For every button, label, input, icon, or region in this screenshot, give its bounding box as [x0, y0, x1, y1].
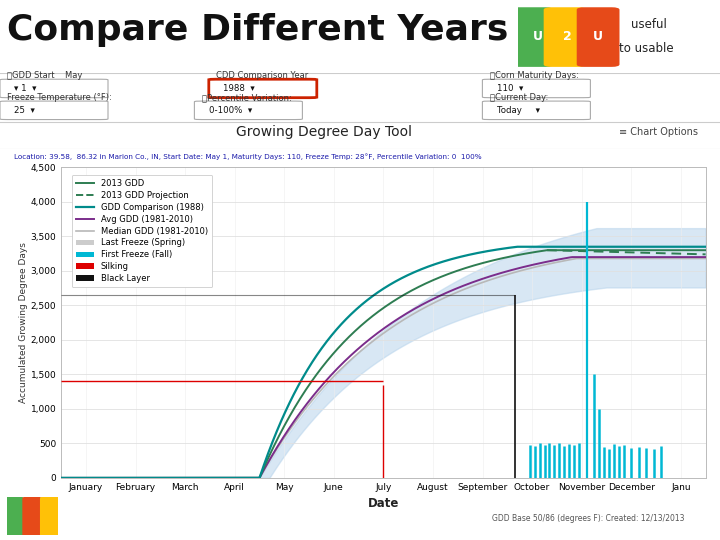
Text: ≡ Chart Options: ≡ Chart Options: [619, 127, 698, 137]
Text: Compare Different Years: Compare Different Years: [7, 13, 508, 47]
Text: U: U: [593, 30, 603, 43]
Text: 2: 2: [562, 30, 572, 43]
FancyBboxPatch shape: [194, 101, 302, 119]
FancyBboxPatch shape: [482, 101, 590, 119]
Text: to usable: to usable: [619, 42, 674, 56]
Text: ▾ 1  ▾: ▾ 1 ▾: [14, 84, 37, 93]
X-axis label: Date: Date: [368, 497, 399, 510]
Text: U: U: [533, 30, 543, 43]
FancyBboxPatch shape: [22, 497, 42, 537]
Text: GDD Base 50/86 (degrees F): Created: 12/13/2013: GDD Base 50/86 (degrees F): Created: 12/…: [492, 514, 684, 523]
FancyBboxPatch shape: [0, 79, 108, 98]
FancyBboxPatch shape: [40, 497, 59, 537]
Text: ⓘCorn Maturity Days:: ⓘCorn Maturity Days:: [490, 71, 578, 80]
Text: 0-100%  ▾: 0-100% ▾: [209, 106, 252, 115]
Text: 1988  ▾: 1988 ▾: [223, 84, 255, 93]
Legend: 2013 GDD, 2013 GDD Projection, GDD Comparison (1988), Avg GDD (1981-2010), Media: 2013 GDD, 2013 GDD Projection, GDD Compa…: [72, 174, 212, 287]
Text: ⓘCurrent Day:: ⓘCurrent Day:: [490, 93, 548, 102]
FancyBboxPatch shape: [0, 101, 108, 119]
Text: ⓘPercentile Variation:: ⓘPercentile Variation:: [202, 93, 292, 102]
Text: Growing Degree Day Tool: Growing Degree Day Tool: [236, 125, 412, 139]
FancyBboxPatch shape: [577, 7, 619, 67]
Text: Today     ▾: Today ▾: [497, 106, 540, 115]
FancyBboxPatch shape: [209, 79, 317, 98]
FancyBboxPatch shape: [4, 497, 24, 537]
Text: useful: useful: [631, 17, 667, 31]
Text: 110  ▾: 110 ▾: [497, 84, 523, 93]
FancyBboxPatch shape: [482, 79, 590, 98]
Text: CDD Comparison Year: CDD Comparison Year: [216, 71, 308, 80]
Y-axis label: Accumulated Growing Degree Days: Accumulated Growing Degree Days: [19, 242, 28, 403]
Text: 25  ▾: 25 ▾: [14, 106, 35, 115]
Text: Location: 39.58,  86.32 in Marion Co., IN, Start Date: May 1, Maturity Days: 110: Location: 39.58, 86.32 in Marion Co., IN…: [14, 153, 482, 160]
FancyBboxPatch shape: [544, 7, 586, 67]
FancyBboxPatch shape: [510, 7, 554, 67]
Text: Freeze Temperature (°F):: Freeze Temperature (°F):: [7, 93, 112, 102]
Text: ⓘGDD Start    May: ⓘGDD Start May: [7, 71, 83, 80]
